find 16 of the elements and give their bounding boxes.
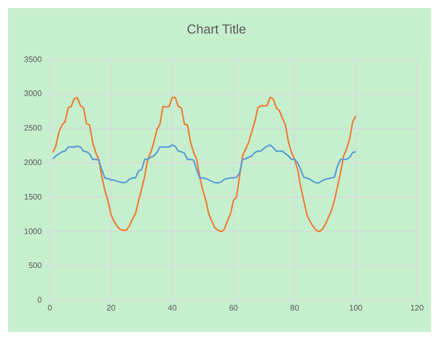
y-tick-label: 1500 [24,192,42,202]
y-tick-label: 0 [37,296,42,305]
x-tick-label: 20 [106,303,116,312]
x-tick-label: 120 [410,303,424,312]
y-tick-label: 3000 [24,89,42,98]
x-tick-label: 60 [228,303,238,312]
x-tick-label: 0 [48,303,53,312]
y-tick-label: 2000 [24,158,42,168]
y-tick-label: 500 [28,261,42,270]
y-tick-label: 2500 [24,124,42,133]
chart-title: Chart Title [186,21,246,36]
y-tick-label: 3500 [24,54,42,64]
x-tick-label: 80 [290,303,300,312]
x-tick-label: 100 [349,303,364,312]
x-tick-label: 40 [168,303,178,312]
y-tick-label: 1000 [24,226,42,236]
